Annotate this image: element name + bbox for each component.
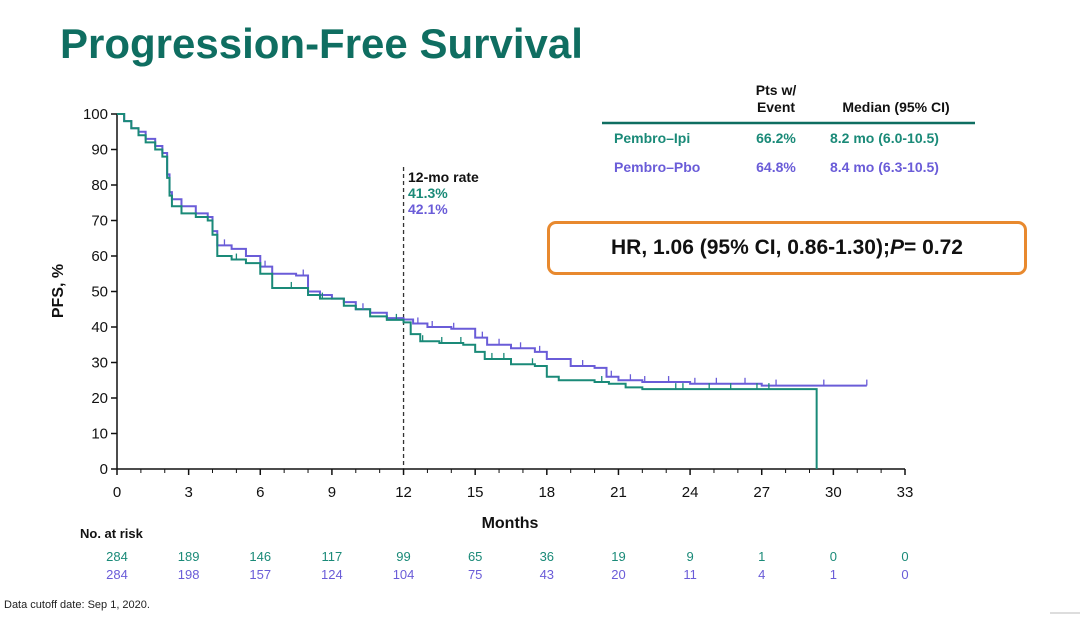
- y-tick-label: 20: [91, 390, 108, 407]
- risk-count: 146: [249, 549, 271, 564]
- legend-row-ipi-name: Pembro–Ipi: [614, 130, 690, 146]
- x-tick-label: 30: [825, 484, 842, 501]
- x-tick-label: 15: [467, 484, 484, 501]
- corner-divider: [1050, 612, 1080, 614]
- y-tick-label: 40: [91, 319, 108, 336]
- legend-row-pbo-events: 64.8%: [756, 159, 796, 175]
- risk-count: 157: [249, 567, 271, 582]
- data-cutoff-footnote: Data cutoff date: Sep 1, 2020.: [4, 599, 150, 611]
- risk-count: 0: [901, 549, 908, 564]
- x-tick-label: 27: [753, 484, 770, 501]
- y-tick-label: 70: [91, 213, 108, 230]
- legend-row-pbo-median: 8.4 mo (6.3-10.5): [830, 159, 939, 175]
- x-tick-label: 3: [184, 484, 192, 501]
- hazard-ratio-box: HR, 1.06 (95% CI, 0.86-1.30); P = 0.72: [547, 221, 1027, 275]
- risk-count: 19: [611, 549, 625, 564]
- survival-curve-pembro-ipi: [117, 113, 818, 469]
- risk-count: 99: [396, 549, 410, 564]
- legend-header-events-line2: Event: [757, 99, 795, 115]
- x-tick-label: 18: [538, 484, 555, 501]
- legend-row-pbo-name: Pembro–Pbo: [614, 159, 700, 175]
- risk-count: 284: [106, 549, 128, 564]
- risk-count: 75: [468, 567, 482, 582]
- risk-table-header: No. at risk: [80, 526, 144, 541]
- x-tick-label: 0: [113, 484, 121, 501]
- risk-count: 124: [321, 567, 343, 582]
- legend-header-median: Median (95% CI): [842, 99, 949, 115]
- x-axis-label: Months: [482, 515, 539, 532]
- risk-count: 284: [106, 567, 128, 582]
- risk-count: 11: [683, 567, 697, 582]
- y-tick-label: 10: [91, 426, 108, 443]
- risk-count: 4: [758, 567, 765, 582]
- x-tick-label: 9: [328, 484, 336, 501]
- legend-header-events-line1: Pts w/: [756, 82, 797, 98]
- risk-count: 0: [830, 549, 837, 564]
- risk-count: 65: [468, 549, 482, 564]
- hr-p-value: = 0.72: [904, 236, 963, 259]
- chart-axes: 0 3 6 9 12 15 18 21 24 27 30 33 0 10 20 30 40 50 60 70 80 90 1…: [83, 106, 913, 501]
- annotation-value-ipi: 41.3%: [408, 185, 448, 201]
- legend-row-ipi-median: 8.2 mo (6.0-10.5): [830, 130, 939, 146]
- risk-count: 9: [686, 549, 693, 564]
- hr-text: HR, 1.06 (95% CI, 0.86-1.30);: [611, 236, 890, 259]
- legend-row-ipi-events: 66.2%: [756, 130, 796, 146]
- y-tick-label: 80: [91, 177, 108, 194]
- x-tick-label: 12: [395, 484, 412, 501]
- y-tick-label: 30: [91, 355, 108, 372]
- y-tick-label: 60: [91, 248, 108, 265]
- risk-count: 117: [322, 549, 343, 564]
- risk-count: 198: [178, 567, 200, 582]
- y-tick-label: 50: [91, 284, 108, 301]
- y-tick-label: 100: [83, 106, 108, 123]
- hr-p-label: P: [889, 236, 904, 259]
- risk-count: 1: [758, 549, 765, 564]
- y-axis-label: PFS, %: [50, 264, 67, 318]
- page-title: Progression-Free Survival: [60, 20, 583, 67]
- risk-count: 189: [178, 549, 200, 564]
- risk-count: 104: [393, 567, 415, 582]
- annotation-label: 12-mo rate: [408, 169, 479, 185]
- x-tick-label: 24: [682, 484, 699, 501]
- risk-count: 43: [540, 567, 554, 582]
- x-tick-label: 6: [256, 484, 264, 501]
- censor-marks: [223, 239, 868, 390]
- y-tick-label: 0: [100, 461, 108, 478]
- risk-count: 0: [901, 567, 908, 582]
- x-tick-label: 33: [897, 484, 914, 501]
- risk-count: 36: [540, 549, 554, 564]
- x-tick-label: 21: [610, 484, 627, 501]
- risk-count: 20: [611, 567, 625, 582]
- risk-count: 1: [830, 567, 837, 582]
- annotation-value-pbo: 42.1%: [408, 201, 448, 217]
- survival-curves: [117, 113, 867, 469]
- y-tick-label: 90: [91, 142, 108, 159]
